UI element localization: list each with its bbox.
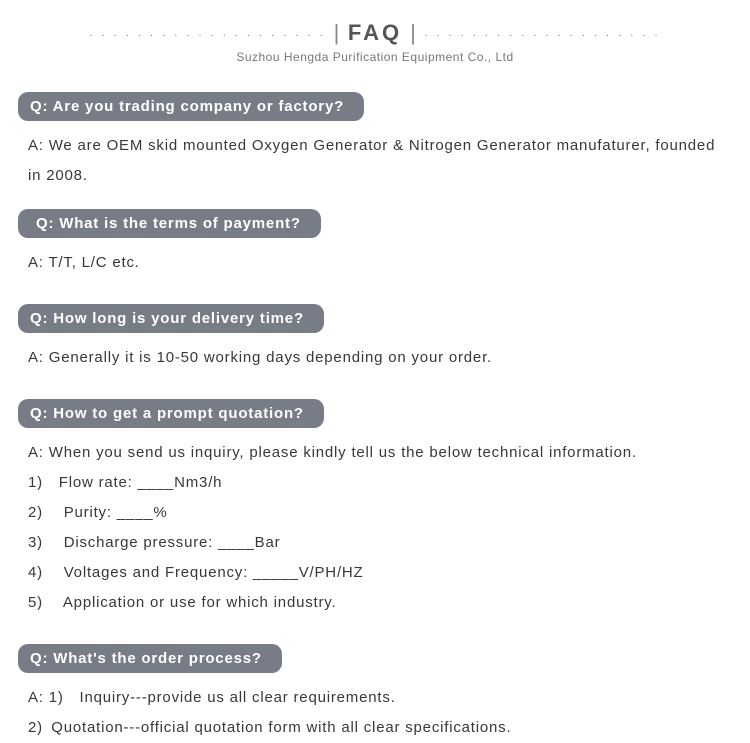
header-separator-left: | xyxy=(334,20,340,46)
faq-answer-line: 5) Application or use for which industry… xyxy=(28,588,732,618)
header-separator-right: | xyxy=(410,20,416,46)
company-subtitle: Suzhou Hengda Purification Equipment Co.… xyxy=(18,50,732,64)
faq-answer-line: A: When you send us inquiry, please kind… xyxy=(28,438,732,468)
faq-answer: A: T/T, L/C etc. xyxy=(18,248,732,278)
faq-answer-line: 2) Purity: ____% xyxy=(28,498,732,528)
faq-question: Q: What's the order process? xyxy=(18,644,282,673)
faq-item: Q: Are you trading company or factory? A… xyxy=(18,92,732,191)
faq-answer: A: 1) Inquiry---provide us all clear req… xyxy=(18,683,732,743)
faq-answer: A: We are OEM skid mounted Oxygen Genera… xyxy=(18,131,732,191)
header-dots-right: . . . . . . . . . . . . . . . . . . . . xyxy=(424,27,660,39)
faq-answer-line: A: 1) Inquiry---provide us all clear req… xyxy=(28,683,732,713)
faq-item: Q: How to get a prompt quotation? A: Whe… xyxy=(18,399,732,618)
faq-item: Q: What is the terms of payment? A: T/T,… xyxy=(18,209,732,278)
faq-question: Q: How long is your delivery time? xyxy=(18,304,324,333)
faq-answer-line: A: Generally it is 10-50 working days de… xyxy=(28,343,732,373)
header-dots-left: . . . . . . . . . . . . . . . . . . . . xyxy=(89,27,325,39)
faq-answer: A: Generally it is 10-50 working days de… xyxy=(18,343,732,373)
faq-answer-line: A: We are OEM skid mounted Oxygen Genera… xyxy=(28,131,732,191)
faq-answer-line: 3) Discharge pressure: ____Bar xyxy=(28,528,732,558)
faq-answer-line: 1) Flow rate: ____Nm3/h xyxy=(28,468,732,498)
faq-question: Q: Are you trading company or factory? xyxy=(18,92,364,121)
faq-item: Q: How long is your delivery time? A: Ge… xyxy=(18,304,732,373)
faq-header: . . . . . . . . . . . . . . . . . . . . … xyxy=(18,20,732,64)
faq-answer-line: A: T/T, L/C etc. xyxy=(28,248,732,278)
faq-question: Q: How to get a prompt quotation? xyxy=(18,399,324,428)
faq-answer: A: When you send us inquiry, please kind… xyxy=(18,438,732,618)
page-title: FAQ xyxy=(348,20,402,46)
faq-answer-line: 4) Voltages and Frequency: _____V/PH/HZ xyxy=(28,558,732,588)
faq-item: Q: What's the order process? A: 1) Inqui… xyxy=(18,644,732,743)
faq-answer-line: 2) Quotation---official quotation form w… xyxy=(28,713,732,743)
faq-question: Q: What is the terms of payment? xyxy=(18,209,321,238)
